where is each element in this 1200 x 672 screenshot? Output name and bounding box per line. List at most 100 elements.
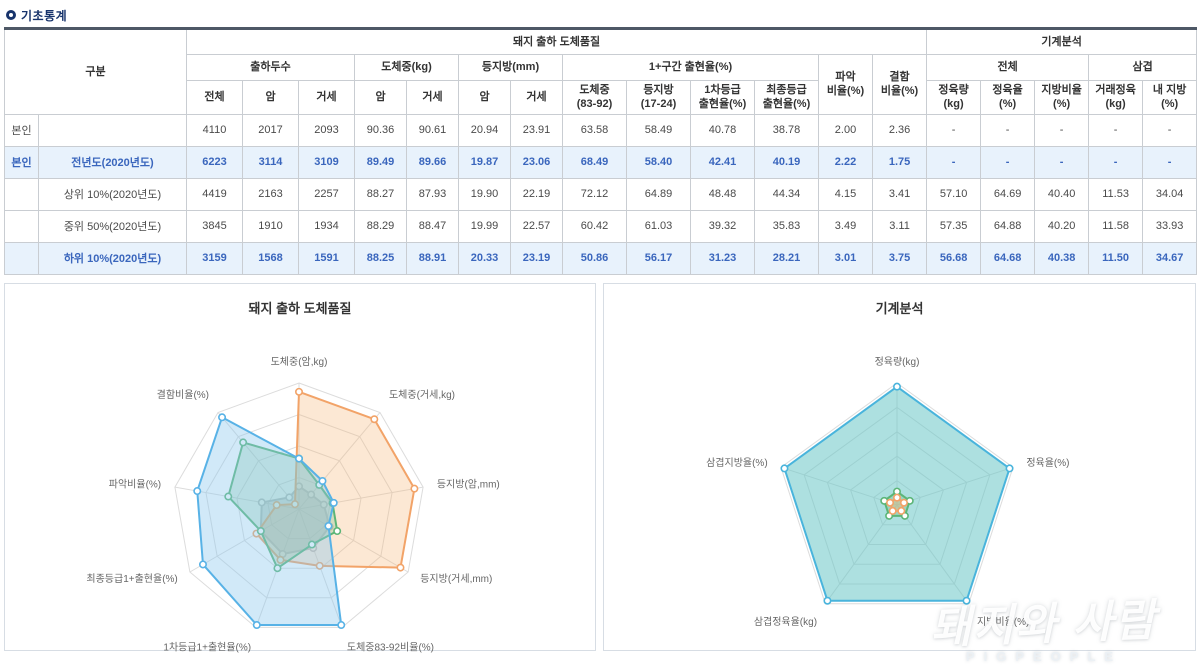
radar-axis-label: 정육율(%)	[1026, 457, 1069, 469]
column-header: 최종등급 출현율(%)	[754, 80, 819, 115]
table-row[interactable]: 본인 전년도(2020년도) 6223 3114 3109 89.49 89.66 19.87…	[4, 145, 1198, 179]
row-group-label: 본인	[4, 113, 39, 147]
table-cell: 2257	[298, 177, 355, 211]
table-cell: 4110	[186, 113, 243, 147]
radar-axis-label: 정육량(kg)	[875, 356, 920, 368]
radar-data-point	[307, 490, 316, 499]
column-header: 1차등급 출현율(%)	[690, 80, 755, 115]
column-header: 구분	[4, 28, 187, 115]
row-group-label	[4, 241, 39, 275]
table-row[interactable]: 본인 4110 2017 2093 90.36 90.61 20.94 23.91 63.58 5…	[4, 113, 1198, 147]
column-header: 내 지방 (%)	[1142, 80, 1198, 115]
stats-table: 구분 돼지 출하 도체품질 기계분석 출하두수 도체중(kg) 등지방(mm) 1+구간 출…	[4, 27, 1198, 275]
table-cell: -	[1142, 145, 1198, 179]
table-cell: 31.23	[690, 241, 755, 275]
machine-analysis-radar-chart: 정육량(kg) 정육율(%) 지방비율(%) 삼겹정육율(kg) 삼겹지방율(%)	[706, 356, 1069, 628]
radar-data-point	[897, 506, 906, 515]
table-cell: 88.27	[354, 177, 407, 211]
table-cell: 40.40	[1034, 177, 1090, 211]
table-cell: 23.19	[510, 241, 563, 275]
table-cell: 48.48	[690, 177, 755, 211]
radar-data-point	[193, 486, 202, 495]
radar-axis-label: 등지방(거세,mm)	[420, 573, 492, 585]
column-header: 등지방 (17-24)	[626, 80, 691, 115]
table-cell: 57.35	[926, 209, 982, 243]
radar-data-point	[888, 506, 897, 515]
table-row[interactable]: 하위 10%(2020년도) 3159 1568 1591 88.25 88.91 20.3…	[4, 241, 1198, 275]
table-cell: 22.57	[510, 209, 563, 243]
table-cell: 28.21	[754, 241, 819, 275]
column-header: 결함 비율(%)	[871, 54, 928, 115]
table-cell: 89.66	[406, 145, 459, 179]
row-label: 중위 50%(2020년도)	[38, 209, 187, 243]
column-header: 전체	[926, 54, 1090, 81]
table-cell: 19.87	[458, 145, 511, 179]
table-cell: 3.75	[871, 241, 928, 275]
radar-data-point	[315, 561, 324, 570]
radar-data-point	[256, 526, 265, 535]
radar-data-point	[218, 412, 227, 421]
table-cell: 4419	[186, 177, 243, 211]
radar-grid-ring	[205, 413, 393, 598]
radar-axis-label: 파악비율(%)	[109, 478, 161, 490]
column-header: 암	[458, 80, 511, 115]
radar-axis-label: 삼겹정육율(kg)	[754, 616, 817, 628]
radar-axis-label: 도체중(거세,kg)	[389, 388, 455, 400]
table-cell: -	[1088, 113, 1144, 147]
row-label: 전년도(2020년도)	[38, 145, 187, 179]
table-cell: 40.38	[1034, 241, 1090, 275]
table-cell: 19.99	[458, 209, 511, 243]
table-cell: 19.90	[458, 177, 511, 211]
table-cell: 3109	[298, 145, 355, 179]
table-cell: 3845	[186, 209, 243, 243]
table-cell: 88.91	[406, 241, 459, 275]
table-cell: 20.33	[458, 241, 511, 275]
table-cell: 3.11	[871, 209, 928, 243]
table-cell: 2093	[298, 113, 355, 147]
table-cell: 87.93	[406, 177, 459, 211]
radar-axis-label: 최종등급1+출현율(%)	[86, 573, 177, 585]
table-cell: 2.22	[818, 145, 873, 179]
table-cell: 34.04	[1142, 177, 1198, 211]
column-header: 1+구간 출현율(%)	[562, 54, 819, 81]
table-cell: 90.61	[406, 113, 459, 147]
table-cell: 63.58	[562, 113, 627, 147]
column-header: 거세	[298, 80, 355, 115]
table-cell: 88.29	[354, 209, 407, 243]
table-cell: 38.78	[754, 113, 819, 147]
table-header-row: 출하두수 도체중(kg) 등지방(mm) 1+구간 출현율(%) 파악 비율(%) 결함 …	[5, 54, 1198, 115]
table-cell: 3.01	[818, 241, 873, 275]
table-cell: 22.19	[510, 177, 563, 211]
table-cell: 2.36	[871, 113, 928, 147]
radar-data-point	[257, 498, 266, 507]
table-cell: 20.94	[458, 113, 511, 147]
table-cell: 35.83	[754, 209, 819, 243]
table-row[interactable]: 상위 10%(2020년도) 4419 2163 2257 88.27 87.93 19.9…	[4, 177, 1198, 211]
column-header: 암	[354, 80, 407, 115]
column-header: 돼지 출하 도체품질	[185, 28, 928, 55]
table-cell: 3.49	[818, 209, 873, 243]
table-cell: 42.41	[690, 145, 755, 179]
table-cell: 3114	[242, 145, 299, 179]
row-group-label	[4, 177, 39, 211]
table-cell: 90.36	[354, 113, 407, 147]
radar-data-point	[272, 500, 281, 509]
table-cell: 64.68	[980, 241, 1036, 275]
column-header: 거래정육 (kg)	[1088, 80, 1144, 115]
table-cell: 61.03	[626, 209, 691, 243]
table-cell: 4.15	[818, 177, 873, 211]
table-row[interactable]: 중위 50%(2020년도) 3845 1910 1934 88.29 88.47 19.9…	[4, 209, 1198, 243]
table-cell: 23.91	[510, 113, 563, 147]
row-label: 하위 10%(2020년도)	[38, 241, 187, 275]
radar-data-point	[886, 498, 895, 507]
radar-data-point	[899, 498, 908, 507]
column-header: 전체	[186, 80, 243, 115]
radar-data-point	[319, 500, 328, 509]
table-cell: 1934	[298, 209, 355, 243]
table-cell: 68.49	[562, 145, 627, 179]
table-cell: -	[926, 145, 982, 179]
table-cell: 72.12	[562, 177, 627, 211]
carcass-quality-chart-panel: 돼지 출하 도체품질 도체중(암,kg) 도체중(거세,kg) 등지방(암,mm) 등…	[4, 282, 596, 653]
radar-data-point	[307, 540, 316, 549]
